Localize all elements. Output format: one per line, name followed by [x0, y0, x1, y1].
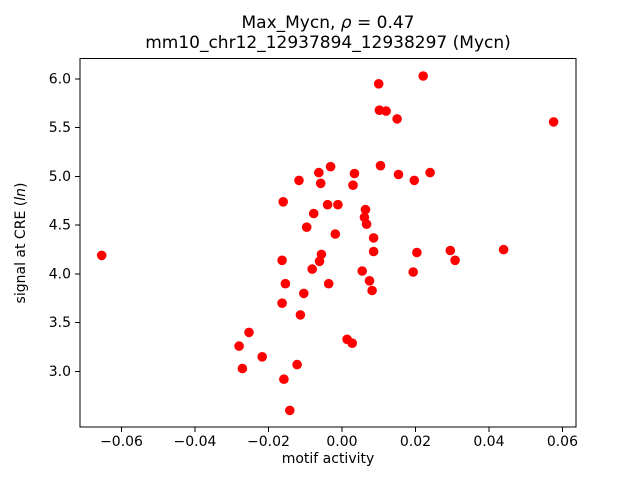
data-point — [292, 359, 302, 370]
y-axis-label: signal at CRE (ln) — [13, 183, 29, 304]
data-point — [368, 246, 379, 257]
data-point — [408, 267, 419, 277]
y-tick-label: 4.0 — [49, 266, 71, 282]
chart-subtitle: mm10_chr12_12937894_12938297 (Mycn) — [145, 32, 511, 53]
data-point — [330, 229, 341, 239]
data-point — [314, 167, 324, 178]
data-point — [325, 161, 336, 172]
x-tick-label: 0.02 — [400, 434, 431, 450]
y-tick-label: 3.0 — [49, 364, 71, 380]
x-tick-label: 0.00 — [326, 434, 357, 450]
chart-title: Max_Mycn, ρ = 0.47 — [80, 13, 576, 34]
plot-frame — [79, 58, 577, 428]
data-point — [367, 285, 377, 296]
chart-title-block: Max_Mycn, ρ = 0.47 mm10_chr12_12937894_1… — [80, 13, 576, 53]
data-point — [333, 199, 343, 210]
y-axis-label-pre: signal at CRE ( — [13, 200, 29, 304]
data-point — [308, 208, 319, 219]
data-point — [393, 169, 404, 180]
data-point — [357, 266, 368, 276]
y-tick-label: 4.5 — [49, 218, 71, 234]
y-tick-label: 5.5 — [49, 120, 71, 136]
data-point — [348, 180, 358, 190]
data-point — [280, 278, 291, 289]
y-axis-label-post: ) — [13, 182, 29, 189]
x-tick-label: 0.06 — [547, 434, 578, 450]
chart-title-pre: Max_Mycn, — [241, 13, 341, 33]
x-tick-label: −0.02 — [247, 434, 290, 450]
data-point — [360, 204, 371, 215]
data-point — [279, 374, 289, 385]
data-point — [277, 255, 287, 266]
data-point — [373, 79, 384, 89]
data-point — [299, 288, 309, 299]
data-point — [322, 199, 333, 210]
data-point — [96, 250, 107, 261]
data-point — [234, 341, 244, 351]
y-tick-label: 6.0 — [49, 71, 71, 87]
data-point — [548, 117, 559, 127]
data-point — [294, 175, 304, 186]
data-point — [278, 197, 289, 207]
data-point — [285, 405, 295, 416]
data-point — [392, 114, 402, 124]
data-point — [418, 71, 429, 81]
x-tick-label: −0.04 — [174, 434, 217, 450]
x-axis-label: motif activity — [281, 451, 375, 467]
data-point — [314, 256, 325, 267]
data-point — [257, 352, 268, 362]
data-point — [307, 264, 318, 274]
data-point — [445, 245, 456, 256]
data-point — [295, 310, 306, 320]
y-tick-label: 5.0 — [49, 169, 71, 185]
data-point — [347, 338, 358, 349]
data-point — [277, 298, 287, 309]
y-axis-label-italic: ln — [13, 188, 29, 201]
data-point — [361, 219, 372, 229]
data-point — [244, 327, 254, 338]
x-tick-label: 0.04 — [473, 434, 504, 450]
data-point — [315, 178, 326, 189]
data-point — [375, 160, 386, 171]
data-point — [412, 247, 422, 258]
x-tick-label: −0.06 — [100, 434, 143, 450]
data-point — [301, 222, 312, 232]
data-point — [450, 255, 460, 266]
data-point — [409, 175, 420, 186]
data-point — [364, 276, 375, 286]
data-point — [349, 168, 360, 179]
data-point — [368, 233, 379, 243]
data-point — [381, 106, 391, 116]
rho-symbol: ρ — [340, 13, 352, 33]
chart-title-post: = 0.47 — [351, 13, 415, 33]
data-point — [498, 244, 509, 255]
data-point — [323, 278, 334, 289]
data-point — [425, 167, 435, 178]
data-point — [237, 363, 248, 374]
y-tick-label: 3.5 — [49, 315, 71, 331]
